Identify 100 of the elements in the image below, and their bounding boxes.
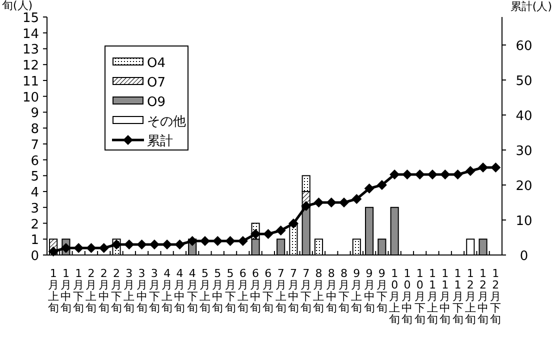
point bbox=[276, 226, 286, 236]
x-tick-label: 2月上旬 bbox=[86, 267, 97, 314]
y-axis-title: 旬(人) bbox=[2, 0, 33, 12]
x-tick-label: 5月上旬 bbox=[199, 267, 210, 314]
x-tick-label: 8月上旬 bbox=[313, 267, 324, 314]
y-tick-label: 10 bbox=[22, 90, 39, 106]
point bbox=[149, 240, 160, 250]
point bbox=[390, 170, 400, 180]
y2-tick-label: 0 bbox=[520, 249, 528, 264]
y-tick-label: 14 bbox=[22, 26, 39, 42]
point bbox=[376, 180, 387, 190]
point bbox=[452, 170, 463, 180]
point bbox=[98, 243, 109, 253]
point bbox=[339, 198, 350, 208]
point bbox=[364, 184, 374, 194]
point bbox=[124, 240, 134, 250]
x-tick-label: 1月下旬 bbox=[73, 267, 84, 314]
y-tick-label: 1 bbox=[30, 233, 39, 248]
x-tick-label: 4月下旬 bbox=[186, 267, 198, 314]
y-tick-label: 8 bbox=[30, 122, 39, 138]
y2-tick-label: 40 bbox=[516, 109, 532, 124]
point bbox=[414, 170, 425, 180]
y-tick-label: 13 bbox=[22, 42, 39, 58]
legend-label: その他 bbox=[147, 114, 186, 130]
x-tick-label: 9月下旬 bbox=[376, 267, 388, 314]
point bbox=[465, 166, 476, 176]
y2-tick-label: 50 bbox=[516, 74, 532, 89]
x-tick-label: 12月中旬 bbox=[478, 267, 489, 326]
y-tick-label: 5 bbox=[30, 170, 39, 185]
y-tick-label: 0 bbox=[30, 249, 39, 264]
x-tick-label: 7月中旬 bbox=[288, 267, 299, 314]
x-tick-label: 6月中旬 bbox=[250, 267, 262, 314]
point bbox=[238, 236, 248, 246]
y-tick-label: 15 bbox=[22, 11, 39, 26]
point bbox=[326, 198, 336, 208]
y-tick-label: 3 bbox=[30, 201, 39, 216]
point bbox=[427, 170, 438, 180]
y2-tick-label: 20 bbox=[516, 179, 532, 194]
point bbox=[162, 240, 172, 250]
y-tick-label: 4 bbox=[30, 186, 39, 201]
legend-label: O4 bbox=[147, 56, 166, 71]
point bbox=[314, 198, 324, 208]
x-tick-label: 10月下旬 bbox=[414, 267, 426, 326]
point bbox=[225, 236, 236, 246]
y-tick-label: 11 bbox=[22, 74, 39, 90]
x-tick-label: 7月上旬 bbox=[275, 267, 286, 314]
x-tick-label: 11月中旬 bbox=[440, 267, 451, 326]
point bbox=[490, 162, 501, 172]
point bbox=[60, 243, 71, 253]
y2-tick-label: 60 bbox=[516, 39, 532, 54]
point bbox=[440, 170, 450, 180]
x-tick-label: 6月上旬 bbox=[237, 267, 248, 314]
legend-label: O9 bbox=[147, 95, 166, 110]
x-tick-label: 6月下旬 bbox=[262, 267, 274, 314]
legend-label: O7 bbox=[147, 76, 166, 90]
y2-tick-label: 10 bbox=[516, 214, 532, 229]
y-tick-label: 12 bbox=[22, 58, 39, 74]
x-tick-label: 3月下旬 bbox=[148, 267, 160, 314]
x-tick-label: 12月下旬 bbox=[490, 267, 502, 326]
point bbox=[352, 194, 362, 204]
x-tick-label: 1月上旬 bbox=[48, 267, 59, 314]
point bbox=[200, 236, 210, 246]
x-tick-label: 9月中旬 bbox=[364, 267, 375, 314]
x-tick-label: 2月下旬 bbox=[111, 267, 122, 314]
y2-tick-label: 30 bbox=[516, 144, 532, 159]
y-tick-label: 7 bbox=[30, 138, 39, 153]
point bbox=[74, 243, 84, 253]
point bbox=[402, 170, 412, 180]
point bbox=[288, 218, 298, 228]
x-tick-label: 8月下旬 bbox=[338, 267, 350, 314]
x-tick-label: 2月中旬 bbox=[98, 267, 110, 314]
x-tick-label: 4月中旬 bbox=[174, 267, 186, 314]
y-tick-label: 2 bbox=[30, 217, 39, 232]
x-tick-label: 12月上旬 bbox=[464, 267, 476, 326]
x-tick-label: 1月中旬 bbox=[60, 267, 72, 314]
x-tick-label: 10月中旬 bbox=[402, 267, 413, 326]
x-tick-label: 11月上旬 bbox=[426, 267, 438, 326]
x-tick-label: 3月上旬 bbox=[124, 267, 135, 314]
point bbox=[187, 236, 198, 246]
point bbox=[263, 229, 274, 239]
point bbox=[301, 201, 312, 211]
point bbox=[174, 240, 185, 250]
y-tick-label: 6 bbox=[30, 154, 39, 169]
x-tick-label: 9月上旬 bbox=[351, 267, 362, 314]
point bbox=[86, 243, 96, 253]
x-tick-label: 8月中旬 bbox=[326, 267, 337, 314]
y-tick-label: 9 bbox=[30, 106, 39, 122]
point bbox=[48, 246, 58, 256]
x-tick-label: 3月中旬 bbox=[136, 267, 148, 314]
x-tick-label: 5月中旬 bbox=[212, 267, 224, 314]
x-tick-label: 11月下旬 bbox=[452, 267, 464, 326]
legend-label: 累計 bbox=[147, 134, 173, 149]
point bbox=[478, 162, 488, 172]
x-tick-label: 4月上旬 bbox=[162, 267, 173, 314]
y2-axis-title: 累計(人) bbox=[510, 0, 552, 13]
x-tick-label: 5月下旬 bbox=[224, 267, 236, 314]
x-tick-label: 10月上旬 bbox=[389, 267, 400, 326]
x-tick-label: 7月下旬 bbox=[300, 267, 312, 314]
point bbox=[136, 240, 147, 250]
point bbox=[212, 236, 223, 246]
